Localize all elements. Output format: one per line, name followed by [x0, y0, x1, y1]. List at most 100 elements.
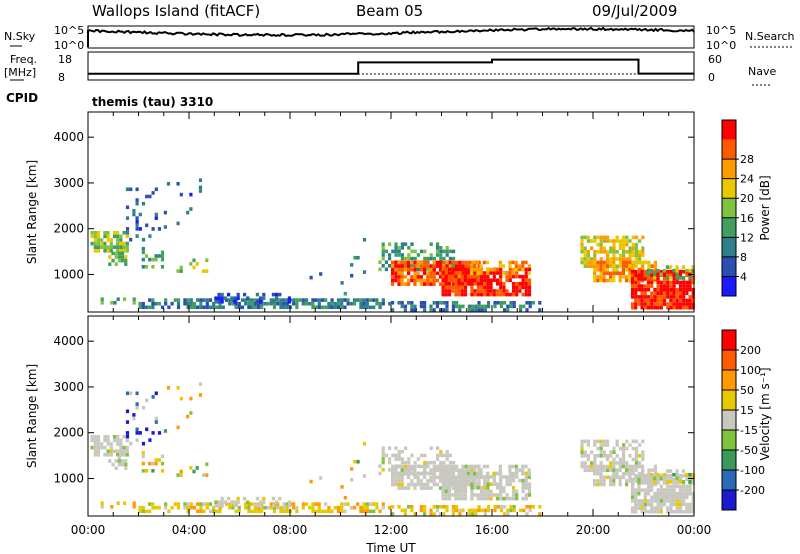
- velocity-cell: [483, 489, 487, 494]
- power-cell: [141, 305, 145, 310]
- velocity-cell: [682, 488, 686, 492]
- power-cell: [669, 287, 673, 292]
- velocity-cell: [224, 502, 229, 506]
- velocity-cell: [114, 466, 118, 470]
- velocity-cell: [285, 502, 289, 506]
- velocity-cell: [400, 475, 404, 480]
- velocity-cell: [125, 438, 129, 443]
- power-cell: [596, 250, 600, 254]
- power-cell: [669, 284, 673, 288]
- power-cell: [508, 292, 512, 297]
- power-cell: [685, 268, 689, 273]
- power-cell: [505, 292, 509, 297]
- power-cell: [454, 278, 458, 282]
- power-cell: [160, 257, 165, 262]
- velocity-cell: [634, 450, 638, 454]
- power-cell: [340, 281, 344, 285]
- power-cell: [521, 264, 525, 268]
- velocity-cell: [439, 486, 443, 490]
- power-cell: [685, 273, 689, 278]
- velocity-cell: [634, 473, 638, 478]
- power-cell: [675, 287, 679, 292]
- velocity-cell: [509, 508, 513, 513]
- power-cell: [388, 301, 392, 306]
- velocity-cell: [183, 502, 187, 506]
- velocity-cell: [666, 473, 670, 478]
- velocity-cell: [404, 460, 408, 465]
- velocity-cell: [678, 509, 683, 514]
- velocity-cell: [394, 482, 398, 487]
- power-cell: [521, 282, 525, 286]
- power-cell: [508, 260, 512, 265]
- velocity-cell: [457, 482, 461, 486]
- power-cell: [227, 292, 231, 297]
- power-cell: [381, 256, 385, 261]
- velocity-cell: [638, 461, 642, 465]
- power-cell: [202, 269, 206, 273]
- power-cell: [419, 275, 423, 279]
- power-cell: [688, 276, 692, 280]
- velocity-cell: [630, 488, 635, 492]
- power-cell: [359, 298, 363, 302]
- power-cell: [599, 239, 603, 243]
- velocity-cell: [599, 475, 603, 480]
- power-cell: [111, 251, 115, 256]
- velocity-cell: [489, 489, 493, 494]
- power-cell: [643, 287, 647, 292]
- power-cell: [100, 297, 104, 301]
- power-cell: [492, 289, 496, 293]
- velocity-cell: [394, 475, 398, 480]
- power-cell: [423, 301, 427, 305]
- power-cell: [630, 280, 635, 285]
- power-cell: [605, 267, 609, 272]
- power-cell: [330, 305, 334, 310]
- power-cell: [486, 274, 490, 279]
- velocity-cell: [630, 481, 635, 485]
- velocity-cell: [423, 505, 427, 509]
- power-cell: [106, 245, 110, 249]
- velocity-cell: [114, 459, 118, 463]
- velocity-cell: [100, 442, 104, 446]
- power-cell: [659, 295, 663, 299]
- power-cell: [527, 282, 532, 286]
- velocity-cell: [400, 508, 404, 513]
- velocity-cell: [682, 491, 686, 496]
- power-cell: [160, 254, 165, 258]
- velocity-cell: [253, 505, 257, 510]
- power-cell: [653, 276, 657, 280]
- velocity-cell: [407, 475, 411, 480]
- power-cell: [649, 268, 654, 273]
- power-cell: [479, 278, 484, 282]
- power-cell: [499, 274, 503, 279]
- velocity-cell: [444, 486, 448, 490]
- velocity-cell: [508, 471, 512, 476]
- power-cell: [688, 287, 692, 292]
- velocity-cell: [682, 484, 686, 489]
- power-cell: [691, 305, 695, 310]
- power-cell: [474, 304, 478, 309]
- power-colorbar-label: Power [dB]: [758, 175, 772, 240]
- velocity-cell: [669, 502, 673, 507]
- power-cell: [634, 260, 638, 265]
- velocity-cell: [483, 496, 487, 501]
- velocity-cell: [521, 478, 525, 483]
- velocity-cell: [641, 471, 645, 476]
- power-cell: [519, 308, 523, 312]
- power-cell: [282, 305, 286, 310]
- velocity-cell: [688, 488, 692, 492]
- velocity-cell: [476, 496, 480, 501]
- power-cell: [525, 301, 529, 305]
- power-cell: [100, 245, 104, 249]
- power-cell: [362, 270, 367, 274]
- velocity-cell: [255, 504, 259, 508]
- velocity-cell: [439, 464, 443, 469]
- velocity-cell: [250, 502, 254, 506]
- nave-tick-top: 60: [708, 53, 722, 66]
- velocity-cell: [609, 475, 613, 480]
- velocity-cell: [678, 502, 683, 507]
- velocity-cell: [486, 496, 490, 501]
- velocity-cell: [148, 461, 152, 466]
- power-cell: [605, 271, 609, 276]
- velocity-colorbar-label: -15: [740, 424, 758, 437]
- power-cell: [292, 298, 296, 302]
